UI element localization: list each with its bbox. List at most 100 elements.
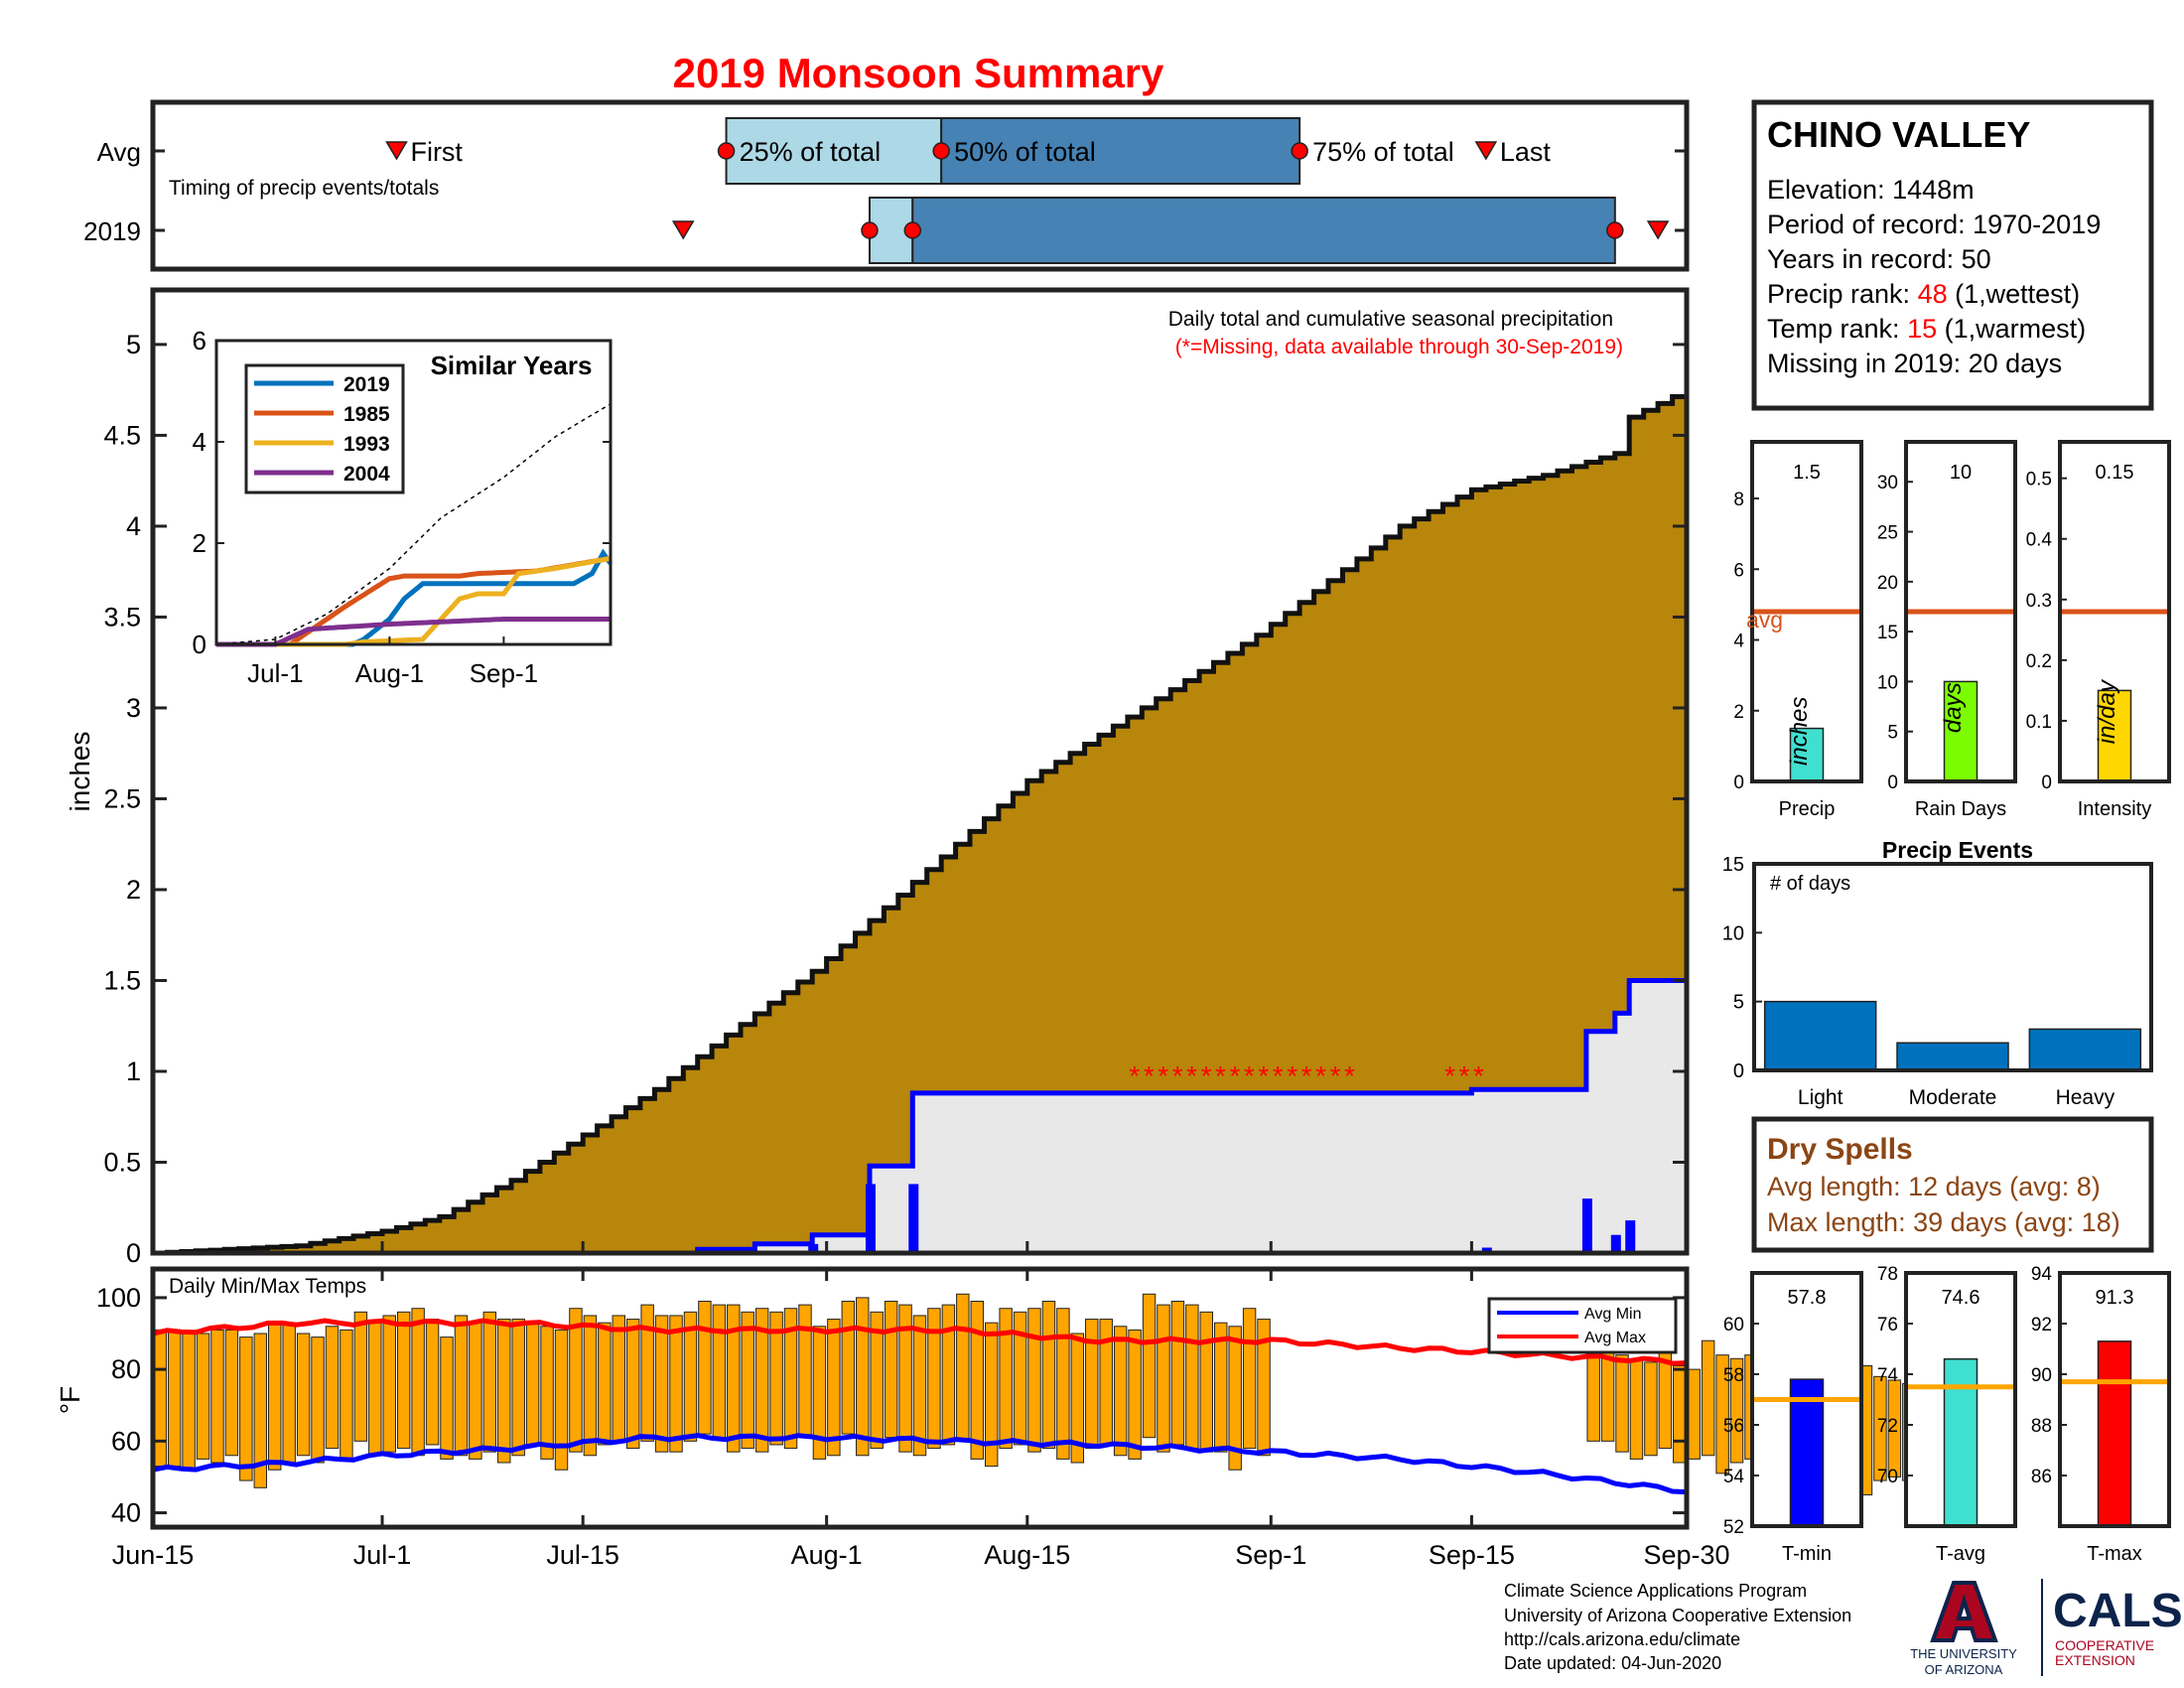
daily-precip-bar-0 <box>808 1243 819 1253</box>
mini-tavg-ytick-label-0: 70 <box>1877 1467 1898 1487</box>
y2019-q75-marker <box>1606 221 1624 239</box>
daily-temp-bar-64 <box>1070 1333 1085 1464</box>
daily-temp-bar-108 <box>1701 1339 1715 1457</box>
daily-temp-bar-3 <box>196 1333 210 1460</box>
daily-temp-bar-77 <box>1257 1319 1271 1457</box>
xtick-label-5: Sep-1 <box>1235 1540 1306 1570</box>
daily-temp-bar-104 <box>1644 1361 1658 1457</box>
avg-q25-marker <box>717 142 736 160</box>
ua-a-icon <box>1930 1581 1998 1642</box>
temp-plot-frame <box>150 1266 1690 1530</box>
mini-raindays-value-label: 10 <box>1950 462 1972 484</box>
inset-legend-label-2004: 2004 <box>343 463 390 486</box>
station-frame <box>1751 99 2154 411</box>
mini-tavg-ytick-label-2: 74 <box>1877 1365 1899 1386</box>
similar-years-inset: 0 2 4 6 Jul-1 Aug-1 Sep-1 Similar Years 2019 19… <box>193 326 614 688</box>
y2019-q50-marker <box>903 221 922 239</box>
mini-raindays-panel: 0 5 10 15 20 25 30 10 Rain Days days <box>1877 440 2017 820</box>
daily-temp-bar-68 <box>1128 1329 1142 1460</box>
daily-temp-bar-51 <box>884 1301 898 1439</box>
mini-precip-ytick-label-1: 2 <box>1733 702 1744 723</box>
avg-last-label: Last <box>1500 137 1552 167</box>
daily-temp-bar-33 <box>625 1319 640 1450</box>
legend-avg-min-label: Avg Min <box>1584 1306 1642 1323</box>
mini-raindays-ytick-label-1: 5 <box>1887 723 1898 744</box>
daily-temp-bar-14 <box>353 1311 368 1442</box>
missing-marker-0-72: * <box>1186 1060 1197 1091</box>
mini-raindays-bar <box>1943 680 1979 782</box>
mini-raindays-ytick-label-4: 20 <box>1877 573 1898 594</box>
daily-temp-bar-107 <box>1687 1368 1701 1460</box>
daily-temp-bar-13 <box>340 1329 353 1460</box>
mini-precip-bar <box>1789 727 1825 782</box>
missing-marker-0-76: * <box>1244 1060 1255 1091</box>
mini-precip-frame <box>1750 440 1863 783</box>
daily-temp-bar-59 <box>999 1308 1013 1450</box>
daily-temp-bar-20 <box>440 1336 454 1460</box>
station-elevation: Elevation: 1448m <box>1767 175 1975 205</box>
xtick-label-2: Jul-15 <box>546 1540 619 1570</box>
mini-intensity-panel: 0 0.1 0.2 0.3 0.4 0.5 0.15 Intensity in/day <box>2026 440 2171 820</box>
mini-raindays-frame <box>1904 440 2017 783</box>
daily-temp-bar-37 <box>683 1311 698 1442</box>
station-years: Years in record: 50 <box>1767 244 1991 274</box>
daily-temp-bar-42 <box>754 1308 769 1453</box>
figure-title: 2019 Monsoon Summary <box>673 50 1164 96</box>
inset-series-2004 <box>216 617 611 647</box>
timing-panel: Avg 2019 Timing of precip events/totals … <box>83 99 1690 272</box>
daily-temp-bar-120 <box>1873 1375 1887 1481</box>
daily-temps-panel: 40 60 80 100 Daily Min/Max Temps °F Avg Min… <box>55 1266 1959 1530</box>
daily-temp-bar-22 <box>469 1322 482 1460</box>
xtick-label-6: Sep-15 <box>1429 1540 1515 1570</box>
missing-marker-0-82: * <box>1330 1060 1341 1091</box>
main-ytick-label-5: 2.5 <box>103 783 141 813</box>
missing-marker-0-69: * <box>1144 1060 1155 1091</box>
daily-temp-bar-45 <box>798 1304 812 1439</box>
avg-q50-label: 50% of total <box>954 137 1096 167</box>
mini-tmax-panel: 86 88 90 92 94 91.3 T-max <box>2031 1264 2171 1565</box>
missing-marker-0-75: * <box>1229 1060 1240 1091</box>
y2019-last-marker <box>1646 220 1670 240</box>
mini-intensity-ytick-label-2: 0.2 <box>2026 651 2052 672</box>
daily-temp-bar-8 <box>268 1322 282 1471</box>
mini-raindays-title: Rain Days <box>1915 798 2006 820</box>
daily-temp-bar-6 <box>239 1336 253 1481</box>
daily-temp-bar-55 <box>941 1304 956 1446</box>
legend-avg-max-label: Avg Max <box>1584 1330 1646 1346</box>
avg-box-q50-q75 <box>940 117 1301 185</box>
footer-line-4: Date updated: 04-Jun-2020 <box>1504 1653 1721 1673</box>
temp-legend-box <box>1487 1297 1678 1354</box>
mini-tavg-bar <box>1943 1357 1979 1527</box>
mini-intensity-value-label: 0.15 <box>2096 462 2134 484</box>
mini-intensity-ytick-label-4: 0.4 <box>2026 530 2053 551</box>
mini-tmin-panel: 52 54 56 58 60 57.8 T-min <box>1723 1271 1863 1565</box>
daily-temp-bar-39 <box>712 1304 727 1439</box>
mini-raindays-ytick-label-3: 15 <box>1877 623 1898 643</box>
daily-temp-bar-25 <box>511 1319 525 1457</box>
daily-temp-bar-43 <box>769 1311 783 1446</box>
footer-line-3: http://cals.arizona.edu/climate <box>1504 1629 1740 1649</box>
missing-marker-0-71: * <box>1172 1060 1183 1091</box>
avg-first-label: First <box>410 137 463 167</box>
events-y-label: # of days <box>1770 873 1850 895</box>
avg-q75-marker <box>1291 142 1308 160</box>
daily-precip-bar-6 <box>1625 1220 1636 1253</box>
cals-sub-1: COOPERATIVE <box>2055 1637 2154 1653</box>
xtick-label-1: Jul-1 <box>353 1540 412 1570</box>
daily-temp-bar-36 <box>669 1315 683 1453</box>
daily-temp-bar-31 <box>598 1322 612 1446</box>
event-category-label-0: Light <box>1798 1086 1843 1109</box>
daily-temp-bar-58 <box>984 1322 999 1468</box>
mini-intensity-ytick-label-0: 0 <box>2041 773 2052 793</box>
main-ytick-label-3: 1.5 <box>103 965 141 995</box>
inset-legend-label-1993: 1993 <box>343 433 390 456</box>
daily-temp-bar-101 <box>1600 1350 1615 1442</box>
mini-tmin-title: T-min <box>1782 1543 1832 1565</box>
daily-temp-bar-10 <box>296 1333 311 1457</box>
daily-temp-bar-11 <box>311 1336 325 1464</box>
mini-tmin-ytick-label-2: 56 <box>1723 1416 1744 1437</box>
precip-rank-prefix: Precip rank: <box>1767 279 1918 309</box>
temp-rank-suffix: (1,warmest) <box>1937 314 2086 344</box>
daily-temp-bar-100 <box>1586 1350 1600 1442</box>
daily-temp-bar-38 <box>698 1301 712 1435</box>
